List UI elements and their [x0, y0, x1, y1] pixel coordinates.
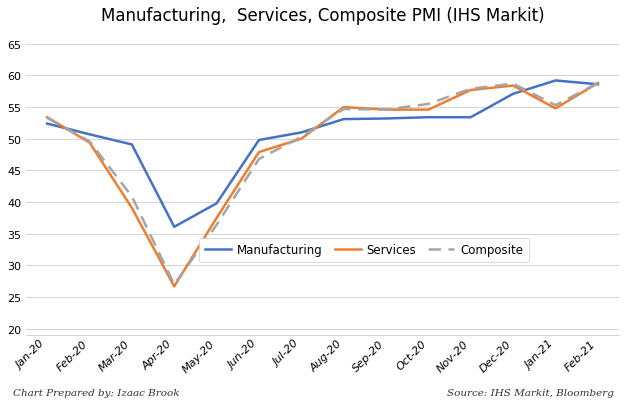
Services	[340, 105, 347, 110]
Manufacturing	[170, 225, 178, 230]
Manufacturing	[297, 131, 305, 136]
Composite	[255, 157, 263, 162]
Composite	[213, 223, 220, 228]
Composite	[594, 81, 602, 86]
Title: Manufacturing,  Services, Composite PMI (IHS Markit): Manufacturing, Services, Composite PMI (…	[101, 7, 544, 25]
Composite	[552, 103, 559, 108]
Manufacturing	[594, 83, 602, 87]
Manufacturing	[86, 133, 93, 138]
Line: Manufacturing: Manufacturing	[47, 81, 598, 227]
Services	[424, 108, 432, 113]
Composite	[424, 102, 432, 107]
Composite	[43, 116, 51, 121]
Services	[43, 115, 51, 120]
Manufacturing	[552, 79, 559, 84]
Manufacturing	[467, 115, 475, 120]
Services	[128, 206, 136, 211]
Services	[382, 108, 390, 113]
Services	[170, 284, 178, 289]
Text: Source: IHS Markit, Bloomberg: Source: IHS Markit, Bloomberg	[446, 388, 613, 397]
Composite	[340, 107, 347, 112]
Services	[594, 81, 602, 86]
Services	[86, 141, 93, 146]
Composite	[510, 82, 517, 87]
Composite	[86, 140, 93, 144]
Manufacturing	[128, 143, 136, 148]
Manufacturing	[510, 92, 517, 97]
Manufacturing	[340, 117, 347, 122]
Line: Services: Services	[47, 84, 598, 287]
Services	[467, 88, 475, 93]
Manufacturing	[213, 201, 220, 206]
Services	[213, 216, 220, 221]
Manufacturing	[382, 117, 390, 122]
Text: Chart Prepared by: Izaac Brook: Chart Prepared by: Izaac Brook	[13, 388, 179, 397]
Composite	[170, 282, 178, 287]
Legend: Manufacturing, Services, Composite: Manufacturing, Services, Composite	[199, 238, 529, 263]
Services	[255, 150, 263, 155]
Composite	[382, 108, 390, 113]
Composite	[297, 135, 305, 140]
Services	[510, 84, 517, 89]
Manufacturing	[43, 122, 51, 127]
Composite	[467, 87, 475, 92]
Composite	[128, 194, 136, 199]
Services	[297, 137, 305, 142]
Manufacturing	[255, 138, 263, 143]
Manufacturing	[424, 115, 432, 120]
Line: Composite: Composite	[47, 84, 598, 285]
Services	[552, 107, 559, 111]
